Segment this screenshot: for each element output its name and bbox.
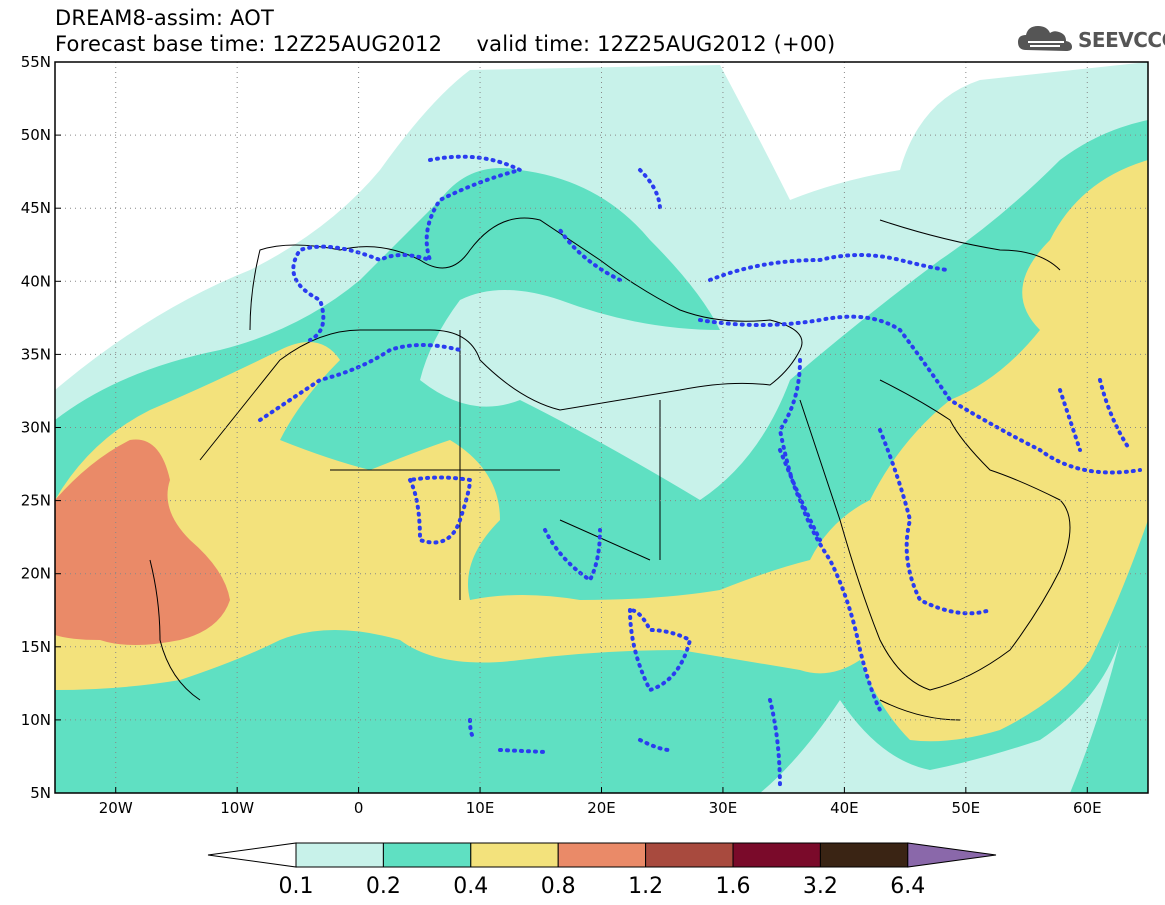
colorbar-labels: 0.1 0.2 0.4 0.8 1.2 1.6 3.2 6.4 [279, 874, 926, 899]
colorbar-cell [645, 842, 734, 868]
colorbar-min-arrow [207, 842, 297, 868]
chart-subtitle: Forecast base time: 12Z25AUG2012 valid t… [55, 32, 836, 56]
shade-level-0.4 [55, 160, 1148, 742]
lat-label: 35N [21, 345, 51, 363]
colorbar-cell [382, 842, 472, 868]
lat-label: 15N [21, 638, 51, 656]
lon-label: 40E [830, 799, 859, 817]
lat-label: 45N [21, 199, 51, 217]
lat-label: 20N [21, 565, 51, 583]
longitude-labels: 20W 10W 0 10E 20E 30E 40E 50E 60E [99, 799, 1102, 817]
lon-label: 10W [220, 799, 254, 817]
lon-label: 30E [709, 799, 738, 817]
colorbar-level-label: 0.1 [279, 874, 314, 899]
lon-label: 60E [1073, 799, 1102, 817]
latitude-ticks [55, 61, 61, 794]
longitude-ticks [115, 787, 1088, 793]
lon-label: 20W [99, 799, 133, 817]
colorbar-level-label: 6.4 [890, 874, 925, 899]
lat-label: 25N [21, 492, 51, 510]
lat-label: 50N [21, 126, 51, 144]
colorbar-cell [470, 842, 559, 868]
colorbar-level-label: 0.2 [366, 874, 401, 899]
lat-label: 5N [30, 784, 51, 802]
colorbar-cell [732, 842, 821, 868]
aot-contours [258, 154, 1142, 792]
colorbar-cell [295, 842, 384, 868]
colorbar-level-label: 1.6 [716, 874, 751, 899]
colorbar-level-label: 1.2 [628, 874, 663, 899]
lon-label: 20E [587, 799, 616, 817]
latitude-labels: 55N 50N 45N 40N 35N 30N 25N 20N 15N 10N 5N [21, 53, 51, 802]
lat-label: 55N [21, 53, 51, 71]
colorbar-max-arrow [907, 842, 997, 868]
lon-label: 0 [354, 799, 364, 817]
lat-label: 30N [21, 419, 51, 437]
graticule [55, 62, 1148, 793]
colorbar-level-label: 0.8 [541, 874, 576, 899]
colorbar-level-label: 3.2 [803, 874, 838, 899]
seevccc-logo: SEEVCCC [1016, 18, 1165, 58]
colorbar [207, 842, 997, 868]
colorbar-cell [819, 842, 909, 868]
lon-label: 10E [466, 799, 495, 817]
shade-level-0.8 [55, 439, 230, 645]
cloud-icon [1018, 26, 1072, 51]
lat-label: 40N [21, 272, 51, 290]
lon-label: 50E [952, 799, 981, 817]
colorbar-cell [557, 842, 647, 868]
colorbar-level-label: 0.4 [453, 874, 488, 899]
lat-label: 10N [21, 711, 51, 729]
logo-text: SEEVCCC [1078, 28, 1165, 52]
chart-title: DREAM8-assim: AOT [55, 6, 274, 30]
